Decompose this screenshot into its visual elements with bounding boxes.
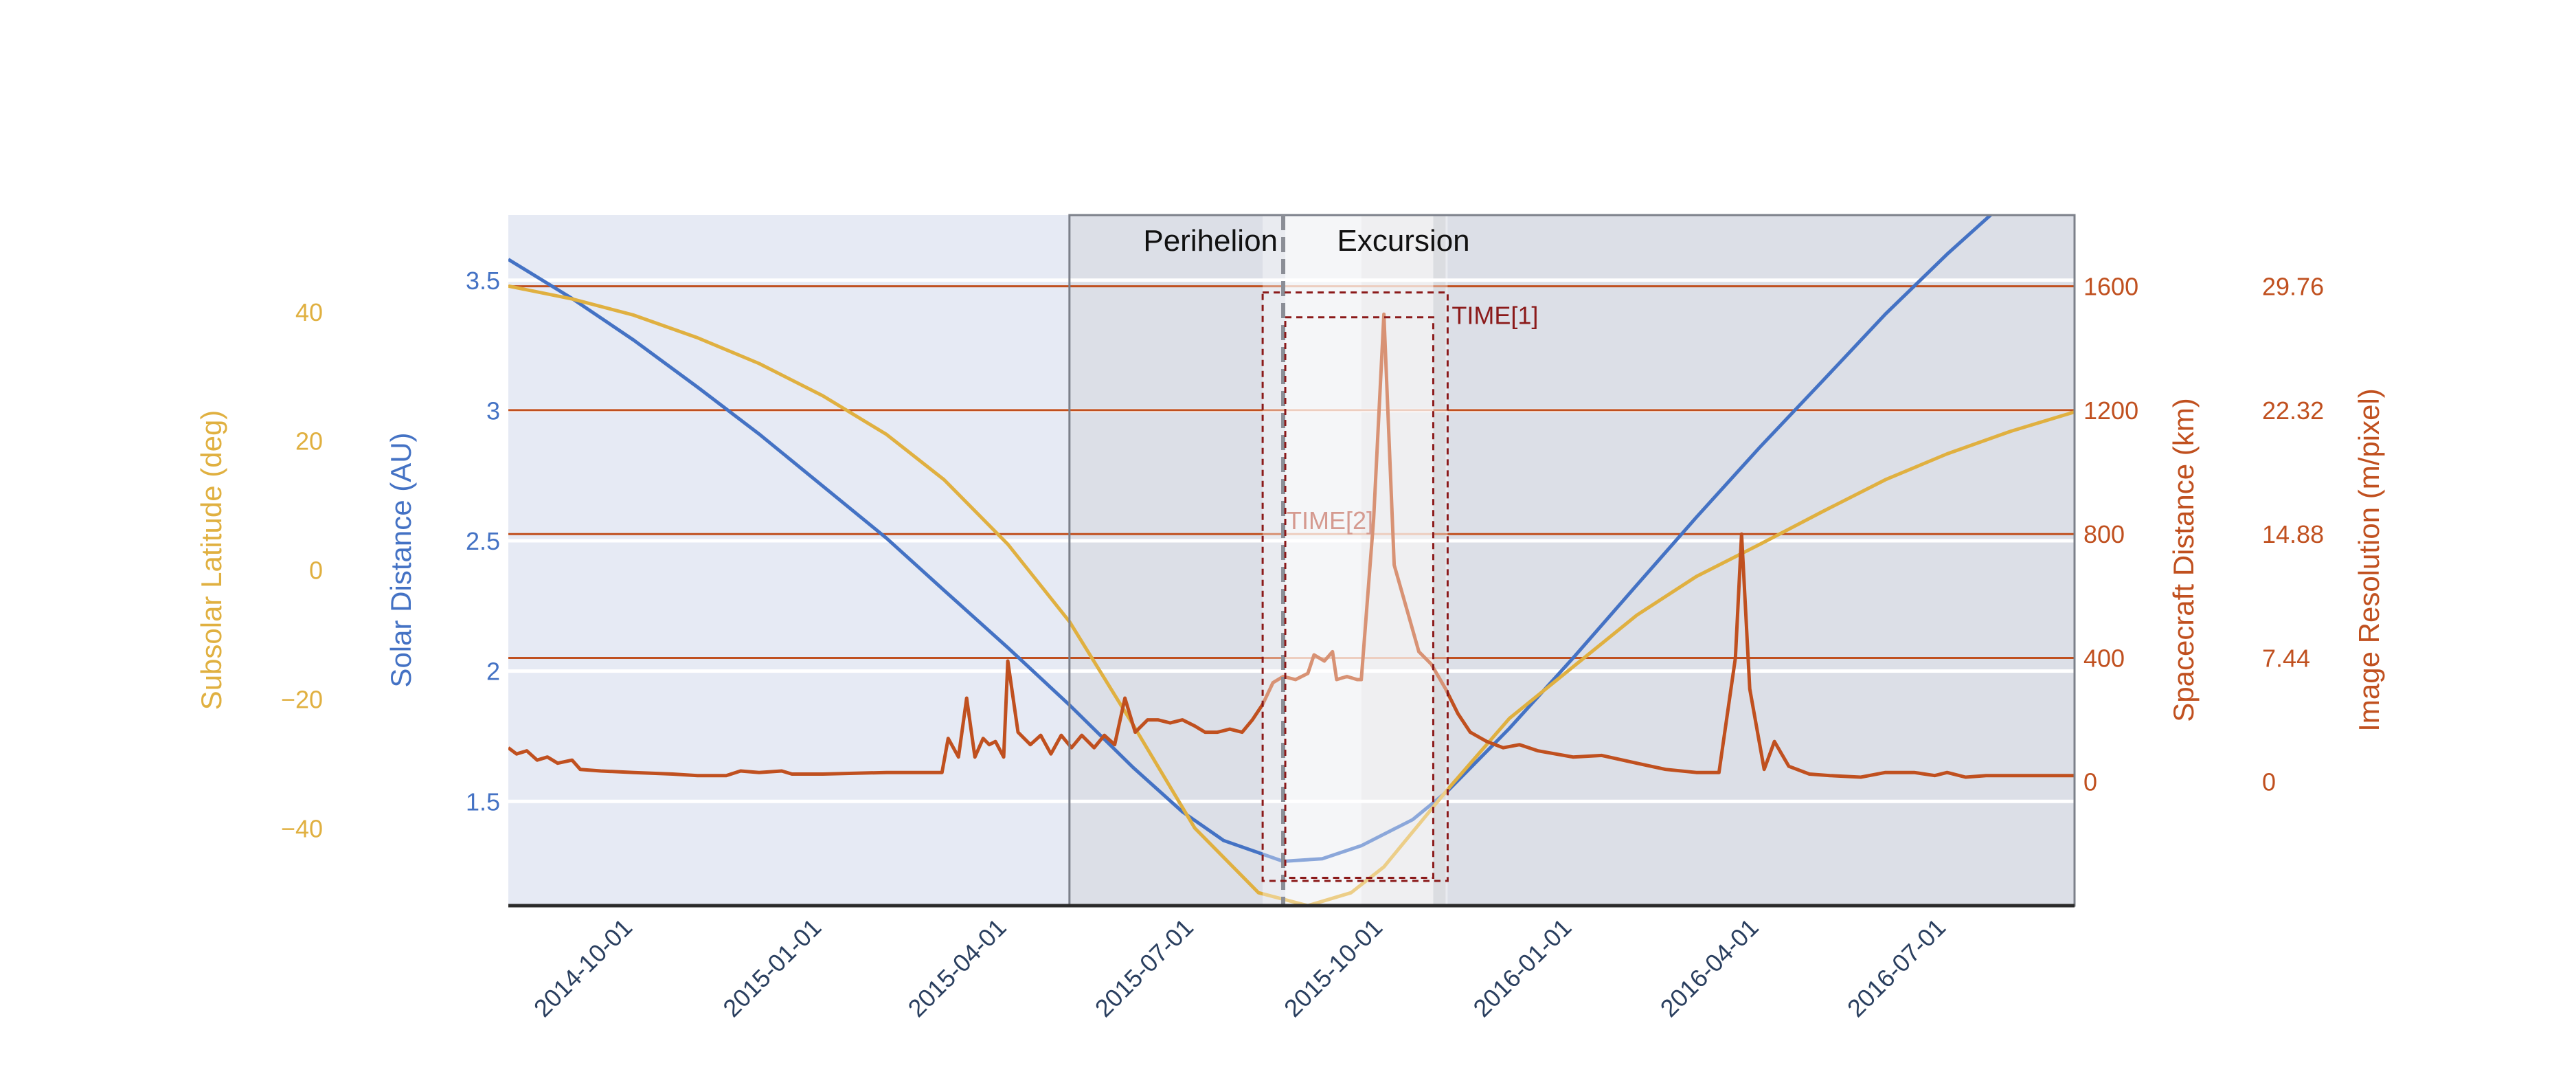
subsolar-latitude-axis-title: Subsolar Latitude (deg) [195,410,227,711]
excursion-label: Excursion [1337,224,1469,258]
subsolar-latitude-tick: 20 [295,427,323,456]
solar-distance-tick: 2 [486,658,500,686]
image-resolution-tick: 7.44 [2262,644,2310,672]
image-resolution-tick: 0 [2262,768,2276,796]
perihelion-label: Perihelion [1143,224,1278,258]
spacecraft-distance-tick: 400 [2083,644,2125,672]
x-tick-label: 2016-04-01 [1655,913,1764,1022]
time-1-veil [1263,215,1448,906]
spacecraft-distance-tick: 0 [2083,768,2097,796]
solar-distance-tick: 3.5 [466,267,500,295]
series-lines [508,215,2075,906]
subsolar-latitude-line [508,284,2075,906]
subsolar-latitude-tick: −40 [281,814,323,842]
annotations: Perihelion Excursion TIME[1] TIME[2] [1143,224,1538,535]
highlight-boxes [1285,215,1434,906]
solar-distance-axis-title: Solar Distance (AU) [385,432,417,687]
subsolar-latitude-tick: 0 [309,557,323,585]
solar-distance-tick: 2.5 [466,527,500,555]
x-tick-label: 2015-07-01 [1089,913,1199,1022]
perihelion-window-band [1069,215,2075,906]
subsolar-latitude-tick: −20 [281,685,323,713]
spacecraft-distance-tick: 1200 [2083,396,2138,425]
spacecraft-distance-tick: 800 [2083,520,2125,548]
x-tick-label: 2016-07-01 [1842,913,1951,1022]
x-tick-label: 2015-01-01 [717,913,826,1022]
x-tick-label: 2016-01-01 [1467,913,1577,1022]
time-1-box [1261,291,1449,882]
time-2-label: TIME[2] [1287,506,1373,535]
image-resolution-tick: 14.88 [2262,520,2324,548]
spacecraft-distance-tick: 1600 [2083,273,2138,301]
time-2-highlight [1285,215,1434,906]
subsolar-latitude-tick: 40 [295,298,323,326]
solar-distance-tick: 3 [486,396,500,425]
region-bands [1069,215,2075,906]
image-resolution-axis-title: Image Resolution (m/pixel) [2353,388,2385,732]
spacecraft-distance-axis-title: Spacecraft Distance (km) [2167,398,2200,721]
x-tick-label: 2015-04-01 [903,913,1012,1022]
x-tick-label: 2014-10-01 [528,913,637,1022]
image-resolution-tick: 29.76 [2262,273,2324,301]
solar-distance-tick: 1.5 [466,787,500,816]
x-tick-label: 2015-10-01 [1278,913,1388,1022]
image-resolution-tick: 22.32 [2262,396,2324,425]
time-2-box [1284,316,1434,879]
region-overlays [1068,214,2076,907]
time-1-label: TIME[1] [1451,302,1538,330]
spacecraft-distance-line [508,312,2075,779]
solar-distance-line [508,215,1993,863]
